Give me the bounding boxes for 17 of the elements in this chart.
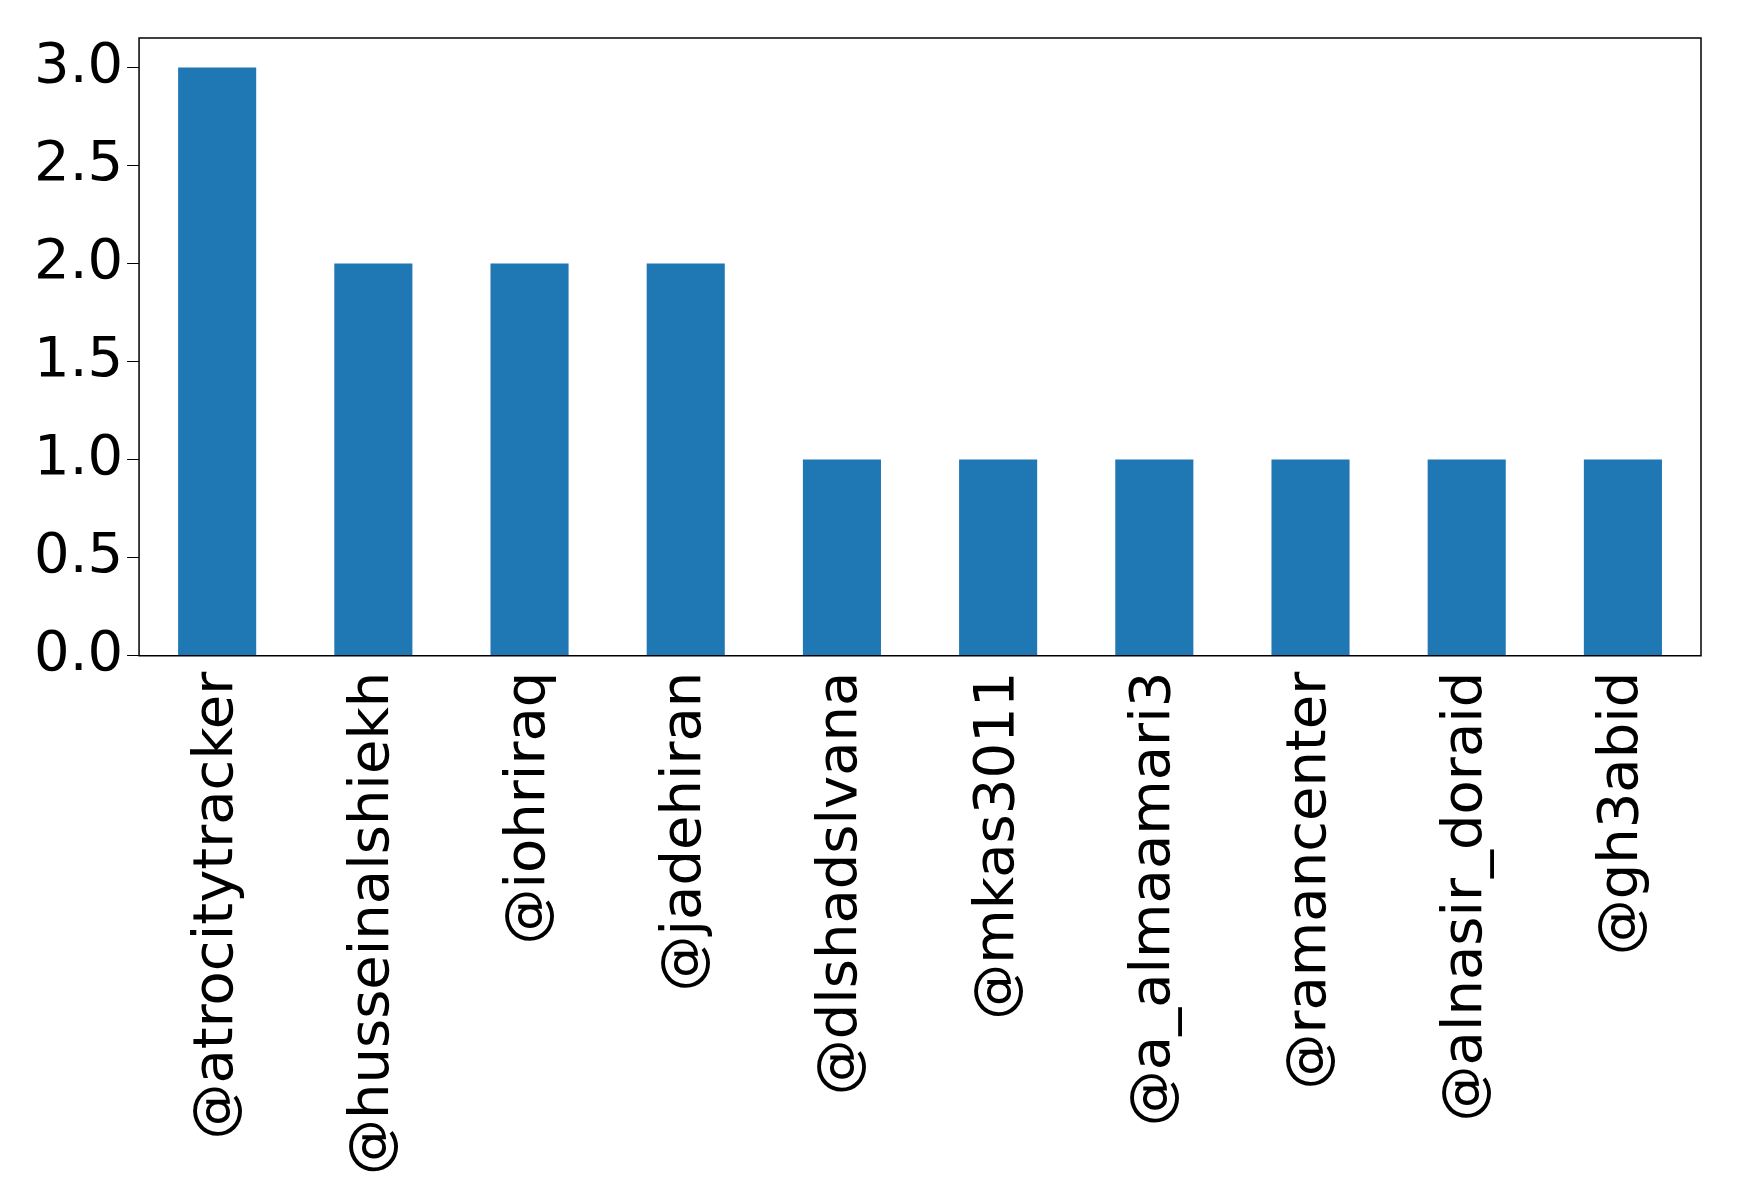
x-tick-label: @husseinalshiekh xyxy=(335,671,401,1176)
x-tick-label: @jadehiran xyxy=(648,671,714,992)
y-tick-label: 3.0 xyxy=(34,29,124,95)
x-tick-label: @a_almaamari3 xyxy=(1116,671,1182,1127)
y-tick-label: 0.0 xyxy=(34,618,124,684)
x-tick-label: @alnasir_doraid xyxy=(1429,671,1495,1122)
x-tick-label: @iohriraq xyxy=(492,671,558,945)
x-tick-label: @dlshadslvana xyxy=(804,671,870,1096)
y-tick-label: 2.0 xyxy=(34,226,124,292)
y-tick-label: 2.5 xyxy=(34,128,124,194)
x-tick-label: @gh3abid xyxy=(1585,671,1651,956)
y-tick-label: 0.5 xyxy=(34,520,124,586)
x-tick-label: @atrocitytracker xyxy=(179,670,245,1140)
y-tick-label: 1.0 xyxy=(34,422,124,488)
x-tick-label: @mkas3011 xyxy=(960,671,1026,1020)
y-tick-label: 1.5 xyxy=(34,324,124,390)
x-tick-label: @ramancenter xyxy=(1273,670,1339,1090)
